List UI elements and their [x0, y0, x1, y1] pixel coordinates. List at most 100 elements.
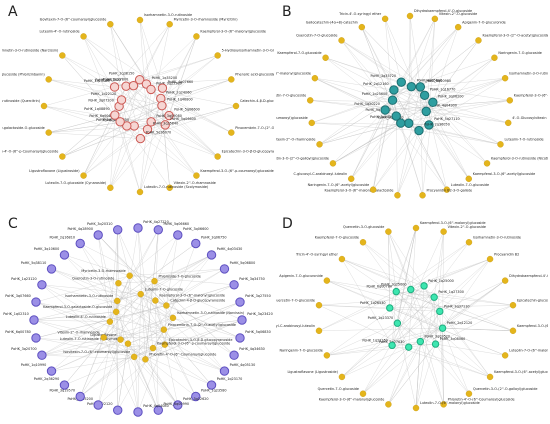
node-label: PoHK_5q06800 [230, 261, 256, 265]
edge [114, 24, 170, 88]
edge [400, 100, 510, 124]
edges [43, 19, 237, 193]
edge [117, 243, 196, 302]
node-label: Naringenin-7-O-glucoside [498, 51, 541, 55]
metabolite-node [338, 373, 346, 381]
metabolite-node [45, 76, 52, 83]
node-label: Kaempferol-3-O-rutinoside (Nicotiflorin) [491, 157, 548, 161]
edge [410, 289, 440, 312]
node-label: PoHK_5q38110 [21, 261, 47, 265]
edge [373, 111, 427, 190]
gene-node [37, 280, 47, 290]
edge [165, 105, 237, 126]
edge [140, 124, 166, 139]
gene-node [115, 117, 125, 127]
node-label: PoHK_1q23180 [84, 79, 110, 83]
gene-node [109, 82, 120, 92]
node-label: PoHK_3q10600 [34, 247, 60, 251]
edge [80, 329, 165, 397]
edge [152, 347, 212, 386]
edge [311, 122, 419, 131]
edge [433, 231, 444, 298]
node-label: PoHK_6q00690 [89, 114, 115, 118]
edge [168, 36, 197, 116]
node-label: PoHK_1q23370 [368, 316, 394, 320]
edge [319, 100, 393, 145]
metabolite-node [454, 23, 462, 31]
edge [126, 125, 170, 188]
edge [397, 130, 420, 196]
edge [410, 289, 444, 405]
node-label: PoHK_6q00980 [426, 79, 452, 83]
node-label: Apigenin-7-O-glucuronide [279, 274, 323, 278]
edge [319, 81, 402, 145]
edge [396, 242, 470, 292]
node-label: PoHK_3q09080 [156, 114, 182, 118]
edge [33, 311, 117, 321]
edge [420, 341, 444, 405]
edge [62, 83, 147, 157]
edge [435, 231, 444, 345]
edge [388, 343, 436, 405]
edge [133, 85, 197, 176]
metabolite-node [486, 373, 494, 381]
gene-node [431, 340, 440, 348]
edge [372, 89, 395, 190]
edge [418, 102, 434, 131]
node-label: Quercetin-3-O-rutinoside [72, 276, 114, 280]
node-label: Vitexin-2''-O-rhamnoside [57, 331, 99, 335]
edge [35, 337, 153, 349]
node-label: Epicatechin-glucoside [517, 298, 548, 302]
node-label: Dihydrokaempferol-4'-O-glucoside [509, 274, 548, 278]
edge [48, 132, 141, 139]
edge [48, 79, 162, 106]
node-label: PoHK_2q12160 [363, 82, 389, 86]
edge [129, 268, 225, 276]
node-label: Pinocembrin-7-O-(2''-O-acetyl)glucoside [235, 126, 274, 130]
edge [326, 327, 443, 356]
gene-node [122, 121, 132, 131]
edge [392, 99, 509, 124]
edge [434, 297, 514, 332]
metabolite-node [440, 401, 447, 408]
metabolite-node [161, 341, 169, 348]
edge [146, 79, 232, 85]
node-label: PoHK_1q23580 [201, 388, 227, 392]
edge [51, 268, 167, 306]
edge [155, 300, 179, 406]
gene-node [191, 391, 201, 402]
gene-node [396, 77, 406, 87]
edge [80, 243, 165, 345]
gene-node [93, 230, 103, 240]
edge [62, 105, 163, 157]
edge [332, 122, 401, 164]
network-panel-a: Isorhamnetin-3-O-rutinoside Myricetin-3-O… [2, 2, 274, 209]
gene-node [237, 315, 247, 325]
node-label: Isorhamnetin-3-O-rutinoside [144, 13, 192, 17]
node-label: Quercetin-7-O-glucoside [296, 34, 337, 38]
node-label: Kaempferol-3-O-(6''-malonyl)glucoside [159, 294, 225, 298]
edge [147, 36, 197, 130]
gene-node [113, 405, 123, 415]
edge [140, 294, 159, 411]
gene-node [404, 118, 414, 128]
edge [117, 229, 165, 330]
metabolite-node [329, 160, 337, 167]
edge [397, 289, 411, 324]
edge [408, 15, 411, 124]
node-label: PoHK_4q04900 [431, 103, 457, 107]
edge [384, 109, 447, 190]
edge [109, 321, 159, 411]
edge [125, 86, 197, 176]
node-label: PoHK_3q37110 [444, 304, 470, 308]
metabolite-node [169, 314, 177, 322]
node-label: Phloroside-7-O-glucoside [158, 274, 200, 278]
edge [401, 82, 469, 179]
edge [442, 258, 491, 329]
node-label: PoHK_1q20220 [354, 102, 380, 106]
node-label: C-glucosyl-C-arabinosyl-luteolin [276, 324, 315, 328]
gene-node [229, 350, 239, 360]
gene-node [46, 264, 57, 274]
edge [33, 293, 141, 321]
network-graph-a: Isorhamnetin-3-O-rutinosideMyricetin-3-O… [2, 13, 274, 196]
